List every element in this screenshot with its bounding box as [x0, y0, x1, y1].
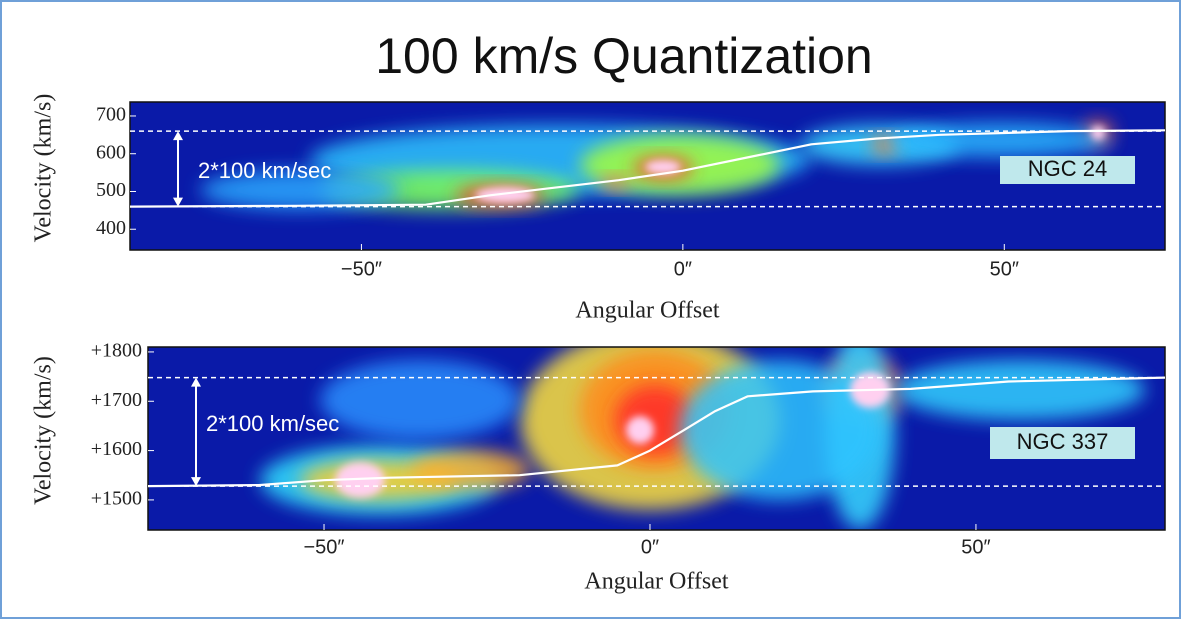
- x-tick-label: −50″: [341, 258, 382, 280]
- x-axis-title: Angular Offset: [584, 569, 729, 595]
- y-tick-label: 700: [96, 104, 126, 126]
- x-tick-label: 50″: [961, 536, 990, 558]
- y-tick-label: 500: [96, 179, 126, 201]
- galaxy-label: NGC 24: [1028, 156, 1107, 181]
- heatmap-blob: [680, 360, 880, 500]
- heatmap-core: [626, 416, 654, 444]
- y-axis-title: Velocity (km/s): [31, 356, 57, 505]
- heatmap-core: [475, 187, 535, 203]
- x-tick-label: −50″: [304, 536, 345, 558]
- y-tick-label: +1700: [91, 389, 142, 411]
- slide-title: 100 km/s Quantization: [375, 28, 873, 84]
- slide: 100 km/s Quantization −50″ 0″ 50″ 400 500 600…: [0, 0, 1181, 619]
- heatmap-blob: [320, 360, 520, 440]
- y-tick-label: +1800: [91, 340, 142, 362]
- heatmap-blob: [890, 123, 1110, 158]
- x-tick-label: 0″: [641, 536, 659, 558]
- annotation: 2*100 km/sec: [206, 411, 339, 436]
- y-axis-title: Velocity (km/s): [31, 94, 57, 243]
- y-tick-label: 600: [96, 141, 126, 163]
- y-tick-label: +1500: [91, 488, 142, 510]
- y-tick-label: 400: [96, 217, 126, 239]
- x-axis-title: Angular Offset: [575, 298, 720, 324]
- annotation: 2*100 km/sec: [198, 158, 331, 183]
- galaxy-label: NGC 337: [1017, 429, 1109, 454]
- y-tick-label: +1600: [91, 438, 142, 460]
- heatmap-core: [1091, 126, 1105, 140]
- x-tick-label: 0″: [674, 258, 692, 280]
- heatmap-blob: [410, 450, 530, 490]
- x-tick-label: 50″: [990, 258, 1019, 280]
- heatmap-blob: [895, 360, 1145, 420]
